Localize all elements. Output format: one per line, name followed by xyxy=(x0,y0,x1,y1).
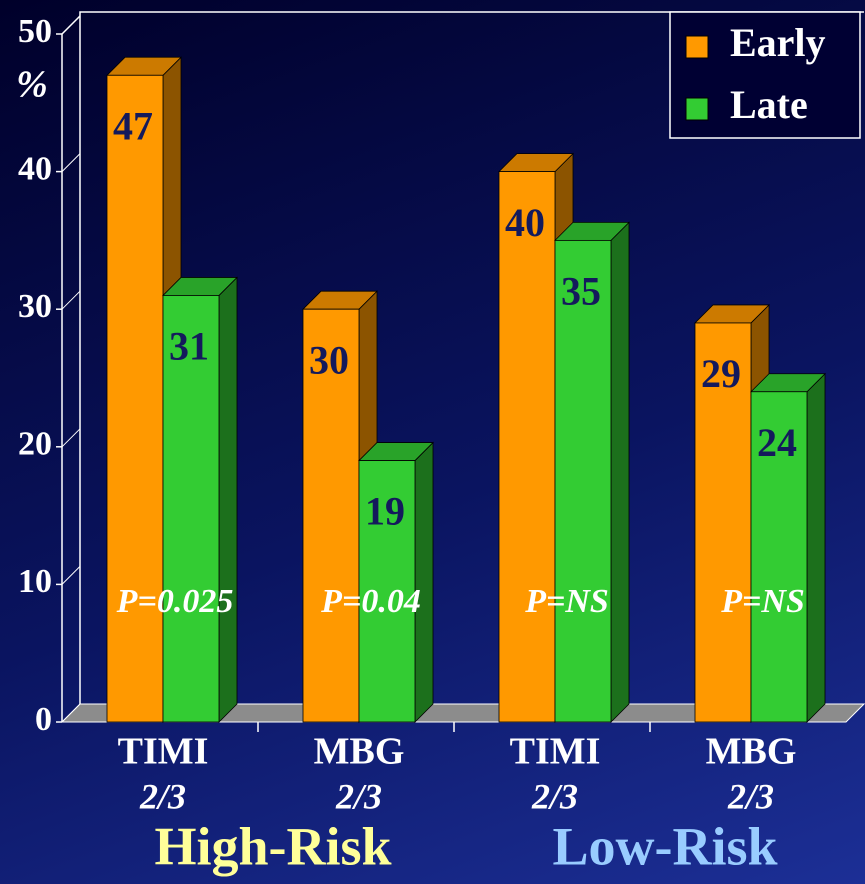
value-label: 31 xyxy=(169,324,209,369)
y-axis-title: % xyxy=(16,64,48,106)
annotation: P=NS xyxy=(524,583,609,620)
legend-swatch xyxy=(685,97,709,121)
x-tick-sublabel: 2/3 xyxy=(139,776,186,816)
grid-depth xyxy=(61,703,81,723)
value-label: 24 xyxy=(757,420,797,465)
group-label: High-Risk xyxy=(154,816,391,876)
x-tick-label: TIMI xyxy=(118,731,209,773)
bar xyxy=(750,391,808,723)
legend-label: Early xyxy=(730,20,826,65)
grid-depth xyxy=(61,290,81,310)
y-tick-label: 10 xyxy=(18,563,52,600)
value-label: 30 xyxy=(309,337,349,382)
grid-depth xyxy=(61,15,81,35)
annotation: P=NS xyxy=(720,583,805,620)
annotation: P=0.04 xyxy=(320,583,421,620)
legend-swatch xyxy=(685,35,709,59)
bar xyxy=(498,171,556,723)
value-label: 29 xyxy=(701,351,741,396)
bar xyxy=(162,295,220,723)
grid-depth xyxy=(61,428,81,448)
value-label: 40 xyxy=(505,200,545,245)
x-tick-sublabel: 2/3 xyxy=(335,776,382,816)
value-label: 35 xyxy=(561,269,601,314)
group-label: Low-Risk xyxy=(552,816,777,876)
bar-side xyxy=(218,276,238,723)
y-tick-label: 20 xyxy=(18,426,52,463)
bar xyxy=(554,239,612,723)
x-tick-label: MBG xyxy=(706,731,797,773)
bar-side xyxy=(806,372,826,723)
bar-side xyxy=(610,221,630,723)
back-wall xyxy=(79,11,864,704)
bar xyxy=(106,74,164,723)
bar xyxy=(302,308,360,723)
annotation: P=0.025 xyxy=(116,583,234,620)
bar xyxy=(694,322,752,723)
y-tick-label: 50 xyxy=(18,13,52,50)
y-tick-label: 30 xyxy=(18,288,52,325)
bar xyxy=(358,460,416,723)
x-tick-sublabel: 2/3 xyxy=(531,776,578,816)
x-tick-sublabel: 2/3 xyxy=(727,776,774,816)
value-label: 47 xyxy=(113,103,153,148)
x-tick-label: TIMI xyxy=(510,731,601,773)
y-tick-label: 40 xyxy=(18,150,52,187)
x-tick-label: MBG xyxy=(314,731,405,773)
grid-depth xyxy=(61,153,81,172)
y-tick-label: 0 xyxy=(35,701,52,738)
legend-label: Late xyxy=(730,82,808,127)
value-label: 19 xyxy=(365,489,405,534)
grid-depth xyxy=(61,566,81,585)
